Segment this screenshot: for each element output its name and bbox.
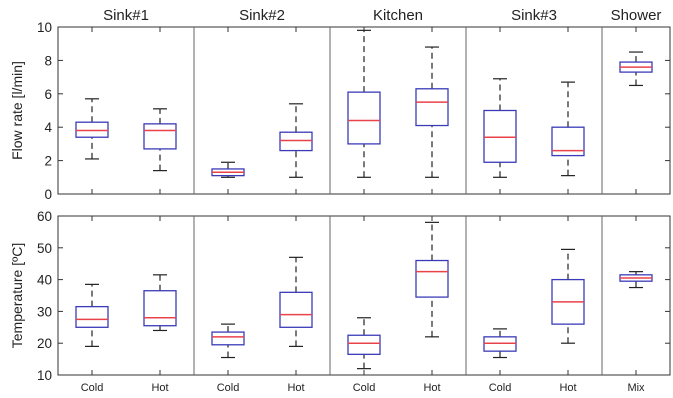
iqr-box <box>75 121 109 138</box>
box-sink1-cold <box>75 283 109 347</box>
x-tick-label: Cold <box>217 382 240 393</box>
x-tick-label: Hot <box>559 382 576 393</box>
iqr-box <box>415 259 449 298</box>
y-tick-label: 10 <box>37 368 52 383</box>
y-axis-label: Temperature [ºC] <box>9 243 25 349</box>
x-tick-label: Mix <box>627 382 645 393</box>
group-header: Sink#1 <box>103 7 149 24</box>
group-header: Sink#3 <box>511 7 557 24</box>
iqr-box <box>347 91 381 145</box>
y-tick-label: 0 <box>44 187 52 202</box>
y-axis-label: Flow rate [l/min] <box>9 61 25 160</box>
iqr-box <box>279 131 313 152</box>
box-kitchen-hot <box>415 221 449 338</box>
iqr-box <box>551 126 585 157</box>
y-tick-label: 2 <box>44 154 52 169</box>
box-sink2-hot <box>279 256 313 347</box>
iqr-box <box>143 290 177 327</box>
y-tick-label: 6 <box>44 87 52 102</box>
x-tick-label: Hot <box>151 382 168 393</box>
x-tick-label: Hot <box>287 382 304 393</box>
group-header: Sink#2 <box>239 7 285 24</box>
iqr-box <box>415 88 449 127</box>
box-sink1-hot <box>143 108 177 172</box>
panel-flow-rate <box>57 26 671 195</box>
x-tick-label: Hot <box>423 382 440 393</box>
y-tick-label: 60 <box>37 209 52 224</box>
box-sink1-hot <box>143 274 177 332</box>
x-tick-label: Cold <box>81 382 104 393</box>
box-sink3-hot <box>551 248 585 344</box>
iqr-box <box>279 291 313 328</box>
group-header: Shower <box>611 7 662 24</box>
y-tick-label: 50 <box>37 241 52 256</box>
y-tick-label: 8 <box>44 53 52 68</box>
iqr-box <box>347 334 381 355</box>
box-sink2-cold <box>211 161 245 178</box>
box-sink2-cold <box>211 323 245 359</box>
panel-temperature <box>57 215 671 376</box>
box-shower-mix <box>619 271 653 289</box>
box-kitchen-cold <box>347 317 381 370</box>
y-tick-label: 30 <box>37 304 52 319</box>
x-tick-label: Cold <box>489 382 512 393</box>
y-tick-label: 10 <box>37 20 52 35</box>
box-sink1-cold <box>75 98 109 160</box>
iqr-box <box>211 331 245 346</box>
iqr-box <box>483 336 517 352</box>
box-sink3-cold <box>483 78 517 178</box>
group-header: Kitchen <box>373 7 423 24</box>
box-sink3-cold <box>483 328 517 359</box>
iqr-box <box>143 123 177 150</box>
iqr-box <box>75 305 109 328</box>
iqr-box <box>483 109 517 163</box>
box-kitchen-cold <box>347 29 381 178</box>
box-sink3-hot <box>551 81 585 177</box>
box-sink2-hot <box>279 103 313 178</box>
y-tick-label: 40 <box>37 273 52 288</box>
y-tick-label: 4 <box>44 120 52 135</box>
y-tick-label: 20 <box>37 336 52 351</box>
box-kitchen-hot <box>415 46 449 178</box>
box-shower-mix <box>619 51 653 87</box>
x-tick-label: Cold <box>353 382 376 393</box>
